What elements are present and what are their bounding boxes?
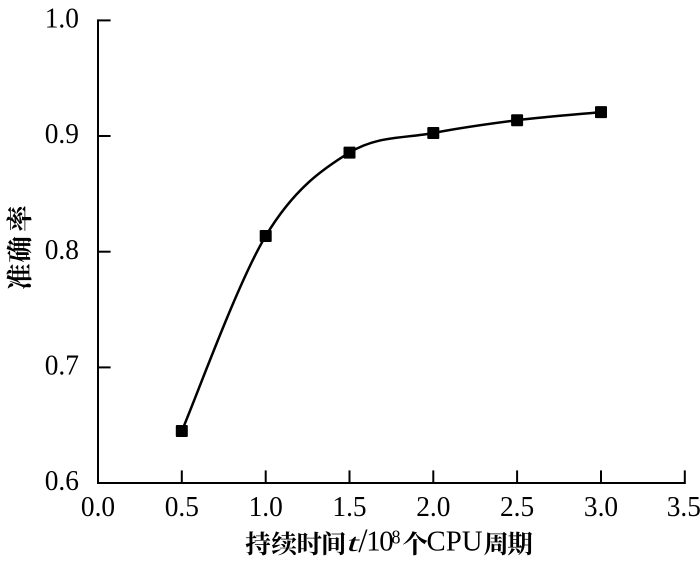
svg-text:/: / — [358, 523, 368, 560]
svg-text:0.7: 0.7 — [45, 350, 79, 382]
svg-text:3.0: 3.0 — [584, 491, 618, 523]
svg-text:0.9: 0.9 — [45, 118, 79, 150]
svg-text:1.5: 1.5 — [332, 491, 366, 523]
svg-text:t: t — [347, 530, 361, 557]
svg-text:0.5: 0.5 — [165, 491, 199, 523]
svg-text:2.5: 2.5 — [500, 491, 534, 523]
svg-text:3.5: 3.5 — [667, 491, 700, 523]
svg-text:CPU: CPU — [427, 525, 483, 557]
svg-text:1.0: 1.0 — [249, 491, 283, 523]
svg-text:1.0: 1.0 — [45, 3, 79, 35]
svg-text:0.0: 0.0 — [81, 491, 115, 523]
svg-text:2.0: 2.0 — [416, 491, 450, 523]
svg-text:1: 1 — [366, 525, 380, 557]
svg-text:0.8: 0.8 — [45, 234, 79, 266]
svg-text:8: 8 — [392, 527, 401, 549]
svg-text:0: 0 — [379, 525, 393, 557]
svg-text:0.6: 0.6 — [45, 465, 79, 497]
